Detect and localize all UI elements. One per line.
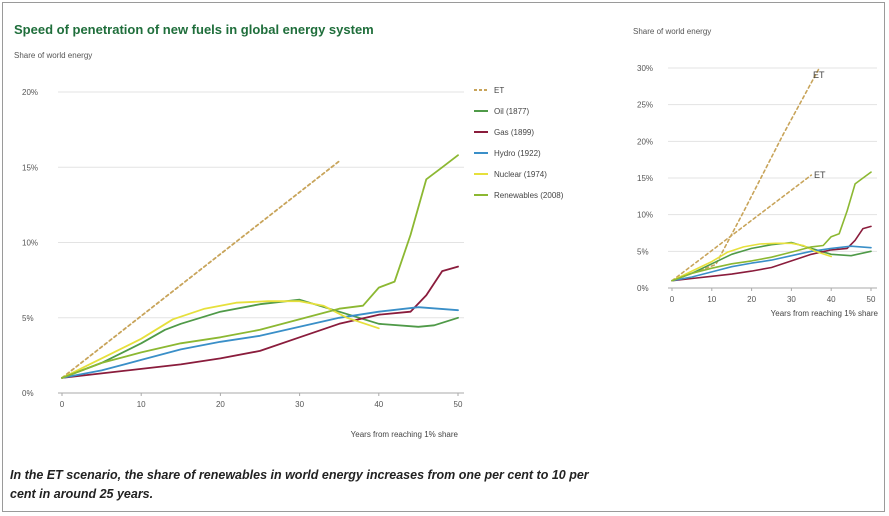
y-tick-label: 15% [22, 163, 38, 172]
y-tick-label: 0% [637, 284, 649, 293]
chart-title: Speed of penetration of new fuels in glo… [14, 22, 374, 37]
x-tick-label: 40 [827, 295, 836, 304]
y-tick-label: 20% [22, 88, 38, 97]
y-tick-label: 30% [637, 64, 653, 73]
legend-label: Hydro (1922) [494, 149, 541, 158]
series-line-2 [671, 241, 872, 282]
x-tick-label: 50 [867, 295, 876, 304]
legend-label: Oil (1877) [494, 107, 529, 116]
y-tick-label: 5% [637, 247, 649, 256]
y-tick-label: 0% [22, 389, 34, 398]
x-tick-label: 50 [454, 400, 463, 409]
series-line-6 [671, 171, 872, 282]
inset-x-axis-label: Years from reaching 1% share [771, 309, 879, 318]
x-tick-label: 20 [216, 400, 225, 409]
legend-label: Gas (1899) [494, 128, 534, 137]
chart-subtitle: Share of world energy [14, 51, 92, 60]
inset-x-ticks: 0 10 20 30 40 50 [670, 288, 876, 304]
x-tick-label: 40 [374, 400, 383, 409]
series-line-3 [671, 225, 872, 282]
inset-annotation-et-lower: ET [814, 170, 826, 180]
series-line-et [61, 160, 341, 379]
x-axis-label: Years from reaching 1% share [351, 430, 459, 439]
y-tick-label: 25% [637, 101, 653, 110]
x-tick-label: 20 [747, 295, 756, 304]
legend-label: Nuclear (1974) [494, 170, 547, 179]
legend-label: ET [494, 86, 504, 95]
legend-label: Renewables (2008) [494, 191, 564, 200]
series-line-1 [671, 174, 813, 282]
main-chart: Speed of penetration of new fuels in glo… [14, 22, 564, 439]
x-tick-label: 30 [295, 400, 304, 409]
x-tick-label: 10 [137, 400, 146, 409]
series-line-4 [671, 245, 872, 282]
y-tick-label: 15% [637, 174, 653, 183]
inset-grid [668, 67, 877, 289]
x-tick-label: 10 [707, 295, 716, 304]
y-tick-label: 10% [22, 239, 38, 248]
series-line-gas-1899 [61, 265, 459, 379]
series-line-oil-1877 [61, 298, 459, 379]
y-tick-label: 10% [637, 211, 653, 220]
inset-y-ticks: 0% 5% 10% 15% 20% 25% 30% [637, 64, 653, 293]
main-x-ticks: 0 10 20 30 40 50 [60, 393, 463, 409]
y-tick-label: 20% [637, 137, 653, 146]
main-y-ticks: 0% 5% 10% 15% 20% [22, 88, 38, 398]
legend: ET Oil (1877) Gas (1899) Hydro (1922) Nuclea… [474, 86, 564, 200]
inset-subtitle: Share of world energy [633, 27, 711, 36]
inset-annotation-et-top: ET [813, 70, 825, 80]
x-tick-label: 0 [670, 295, 675, 304]
main-grid [58, 91, 464, 394]
x-tick-label: 30 [787, 295, 796, 304]
x-tick-label: 0 [60, 400, 65, 409]
inset-chart: Share of world energy 0% 5% 10% 15% 20% 25% 30… [633, 27, 879, 318]
y-tick-label: 5% [22, 314, 34, 323]
series-line-hydro-1922 [61, 306, 459, 379]
series-line-0 [671, 67, 821, 282]
main-series [61, 154, 459, 379]
inset-series [671, 67, 872, 282]
caption: In the ET scenario, the share of renewab… [10, 468, 589, 501]
series-line-nuclear-1974 [61, 300, 380, 379]
series-line-renewables-2008 [61, 154, 459, 379]
